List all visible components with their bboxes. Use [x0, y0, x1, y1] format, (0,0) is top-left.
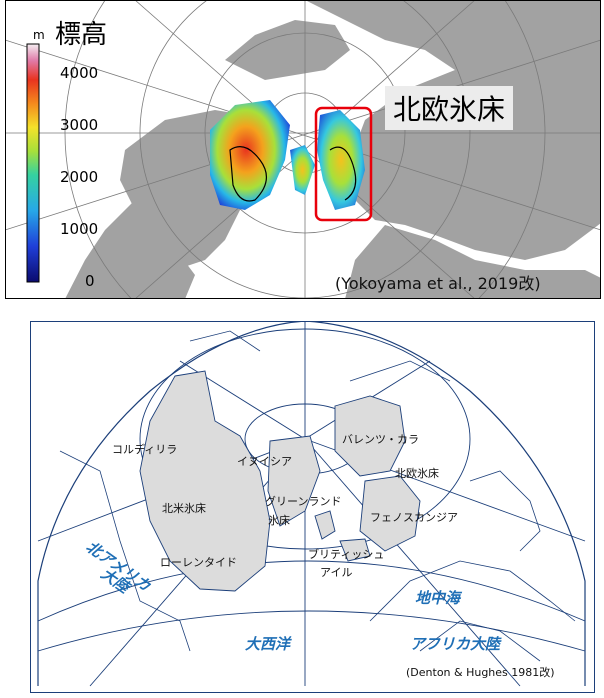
greenland-label-2: 氷床 — [268, 513, 290, 527]
source-credit: (Yokoyama et al., 2019改) — [335, 274, 541, 293]
atlantic-label: 大西洋 — [245, 635, 292, 653]
africa-label: アフリカ大陸 — [410, 635, 502, 653]
british-label-1: ブリティッシュ — [308, 547, 384, 561]
colorbar — [26, 43, 40, 283]
coastlines — [59, 330, 576, 662]
colorbar-tick: 0 — [85, 272, 95, 290]
barents-kara-label: バレンツ・カラ — [342, 433, 419, 446]
colorbar-tick: 3000 — [60, 116, 99, 134]
british-ice — [314, 510, 336, 540]
laurentide-n-label: 北米氷床 — [162, 501, 206, 515]
colorbar-tick: 2000 — [60, 168, 99, 186]
graticule — [4, 0, 602, 374]
ice-sheet-label: 北欧氷床 — [385, 86, 514, 130]
laurentide-label: ローレンタイド — [160, 556, 237, 569]
ice-sheet-map-panel: コルディリラ イヌイシア バレンツ・カラ 北欧氷床 北米氷床 グリーンランド 氷… — [30, 320, 595, 693]
ice-elevation — [210, 100, 365, 210]
greenland-ice — [267, 435, 321, 527]
colorbar-unit: m — [33, 28, 45, 42]
barents-kara-ice — [334, 395, 406, 477]
fennoscandian-ice — [359, 475, 421, 552]
top-panel-border — [5, 0, 601, 299]
elevation-map-panel: m 標高 4000 3000 2000 1000 0 北欧氷床 (Yokoyam… — [4, 0, 604, 374]
colorbar-tick: 4000 — [60, 64, 99, 82]
source-credit: (Denton & Hughes 1981改) — [406, 665, 555, 679]
fennoscandian-label: フェノスカンジア — [370, 511, 458, 524]
greenland-label-1: グリーンランド — [265, 494, 341, 508]
laurentide-ice — [139, 370, 271, 592]
scandinavian-label: 北欧氷床 — [395, 466, 439, 480]
ice-sheet-map: コルディリラ イヌイシア バレンツ・カラ 北欧氷床 北米氷床 グリーンランド 氷… — [30, 320, 595, 693]
map-title: 標高 — [55, 20, 108, 50]
ice-sheets — [139, 370, 421, 592]
scandinavian-highlight-box — [314, 106, 373, 222]
british-isles-ice — [339, 538, 371, 562]
elevation-map — [4, 0, 604, 374]
british-label-2: アイル — [320, 566, 352, 579]
mediterranean-label: 地中海 — [415, 589, 463, 607]
colorbar-tick: 1000 — [60, 220, 99, 238]
innuitian-label: イヌイシア — [237, 455, 292, 468]
cordillera-label: コルディリラ — [112, 442, 177, 456]
